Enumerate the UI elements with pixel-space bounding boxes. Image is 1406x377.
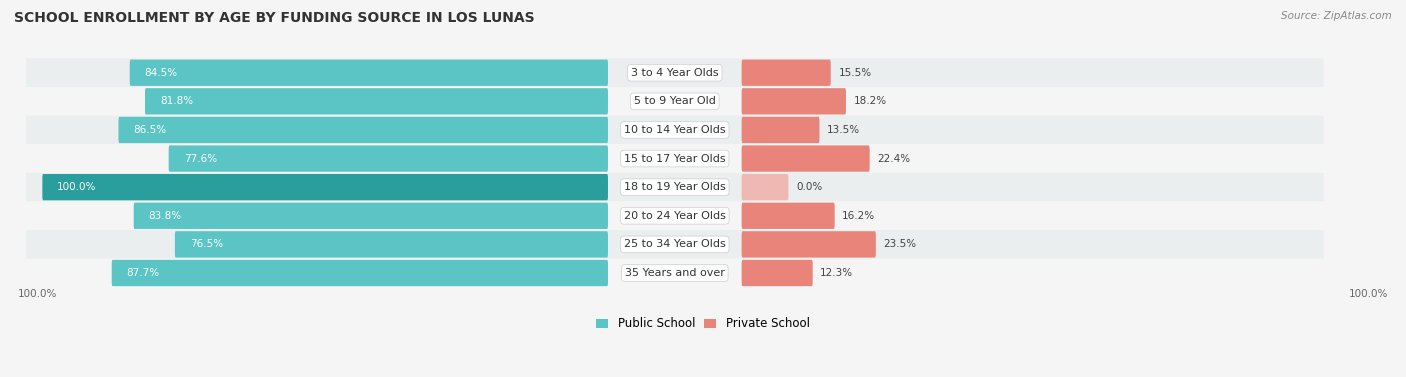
FancyBboxPatch shape (134, 202, 607, 229)
Text: SCHOOL ENROLLMENT BY AGE BY FUNDING SOURCE IN LOS LUNAS: SCHOOL ENROLLMENT BY AGE BY FUNDING SOUR… (14, 11, 534, 25)
Text: 15 to 17 Year Olds: 15 to 17 Year Olds (624, 153, 725, 164)
FancyBboxPatch shape (741, 88, 846, 115)
Text: 0.0%: 0.0% (796, 182, 823, 192)
Text: 18.2%: 18.2% (853, 97, 887, 106)
FancyBboxPatch shape (741, 231, 876, 257)
Text: 100.0%: 100.0% (58, 182, 97, 192)
FancyBboxPatch shape (27, 116, 1323, 144)
FancyBboxPatch shape (741, 117, 820, 143)
Text: 23.5%: 23.5% (883, 239, 917, 250)
FancyBboxPatch shape (145, 88, 607, 115)
Text: 18 to 19 Year Olds: 18 to 19 Year Olds (624, 182, 725, 192)
Text: 15.5%: 15.5% (838, 68, 872, 78)
Text: 76.5%: 76.5% (190, 239, 224, 250)
FancyBboxPatch shape (42, 174, 607, 200)
Text: 16.2%: 16.2% (842, 211, 876, 221)
Text: 100.0%: 100.0% (18, 289, 58, 299)
Text: 3 to 4 Year Olds: 3 to 4 Year Olds (631, 68, 718, 78)
Text: 13.5%: 13.5% (827, 125, 860, 135)
FancyBboxPatch shape (27, 201, 1323, 230)
FancyBboxPatch shape (27, 144, 1323, 173)
FancyBboxPatch shape (169, 146, 607, 172)
FancyBboxPatch shape (174, 231, 607, 257)
Text: 22.4%: 22.4% (877, 153, 910, 164)
Text: Source: ZipAtlas.com: Source: ZipAtlas.com (1281, 11, 1392, 21)
FancyBboxPatch shape (111, 260, 607, 286)
Text: 20 to 24 Year Olds: 20 to 24 Year Olds (624, 211, 725, 221)
Legend: Public School, Private School: Public School, Private School (596, 317, 810, 330)
Text: 25 to 34 Year Olds: 25 to 34 Year Olds (624, 239, 725, 250)
FancyBboxPatch shape (741, 260, 813, 286)
Text: 84.5%: 84.5% (145, 68, 177, 78)
Text: 10 to 14 Year Olds: 10 to 14 Year Olds (624, 125, 725, 135)
Text: 5 to 9 Year Old: 5 to 9 Year Old (634, 97, 716, 106)
FancyBboxPatch shape (27, 173, 1323, 201)
FancyBboxPatch shape (741, 202, 835, 229)
Text: 87.7%: 87.7% (127, 268, 160, 278)
FancyBboxPatch shape (129, 60, 607, 86)
FancyBboxPatch shape (741, 146, 870, 172)
Text: 77.6%: 77.6% (184, 153, 217, 164)
Text: 83.8%: 83.8% (149, 211, 181, 221)
FancyBboxPatch shape (741, 60, 831, 86)
Text: 12.3%: 12.3% (820, 268, 853, 278)
Text: 86.5%: 86.5% (134, 125, 166, 135)
FancyBboxPatch shape (741, 174, 789, 200)
FancyBboxPatch shape (27, 230, 1323, 259)
FancyBboxPatch shape (27, 259, 1323, 287)
Text: 35 Years and over: 35 Years and over (624, 268, 724, 278)
FancyBboxPatch shape (27, 87, 1323, 116)
Text: 81.8%: 81.8% (160, 97, 193, 106)
Text: 100.0%: 100.0% (1348, 289, 1388, 299)
FancyBboxPatch shape (118, 117, 607, 143)
FancyBboxPatch shape (27, 58, 1323, 87)
